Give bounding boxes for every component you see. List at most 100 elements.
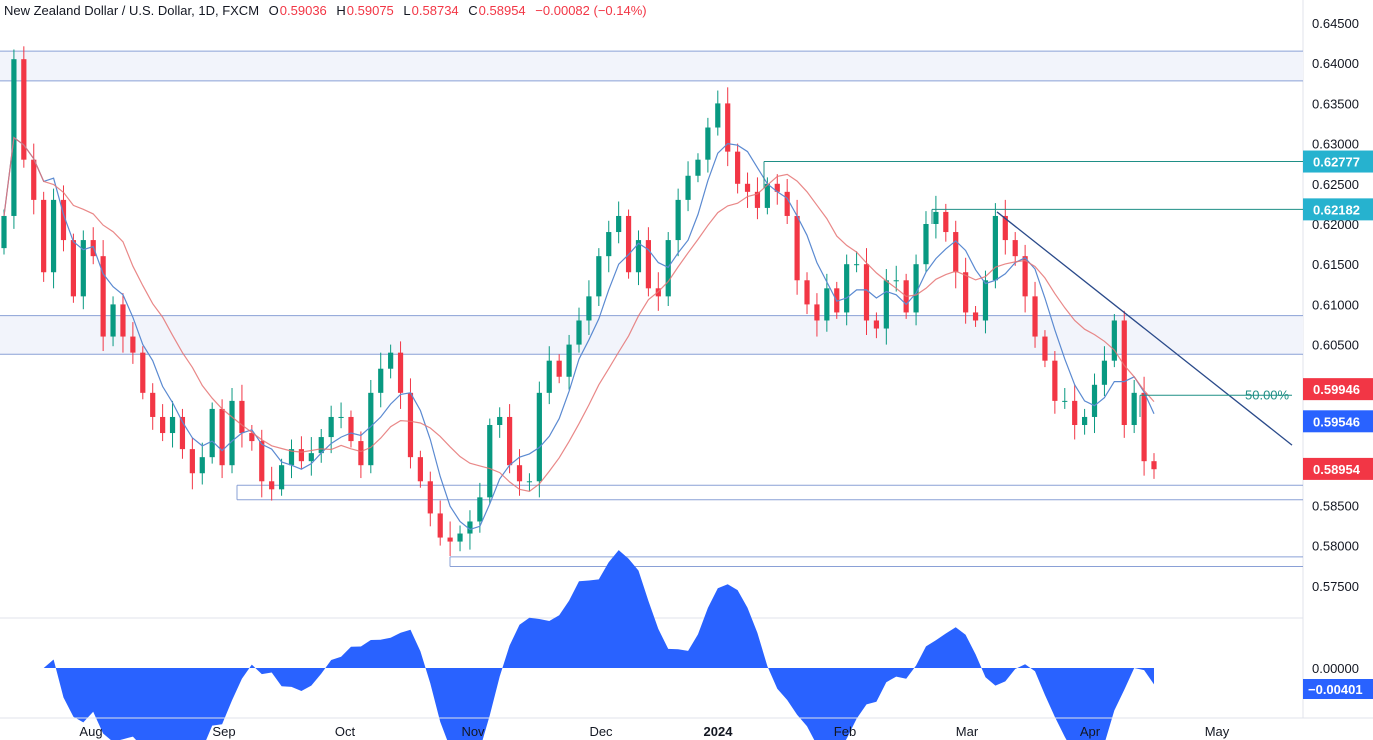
open-label: O bbox=[268, 3, 279, 18]
candle-up bbox=[616, 215, 622, 233]
price-tag-label: 0.59946 bbox=[1313, 382, 1360, 397]
price-tag: 0.59546 bbox=[1303, 410, 1373, 433]
candle-down bbox=[100, 256, 106, 337]
oscillator-tag: −0.00401 bbox=[1303, 679, 1373, 699]
candle-up bbox=[338, 416, 344, 418]
candle-up bbox=[526, 481, 533, 483]
candle-up bbox=[665, 240, 671, 297]
candle-down bbox=[1032, 296, 1038, 337]
price-tag-bg bbox=[1303, 150, 1373, 173]
candle-down bbox=[873, 320, 880, 329]
oscillator-tag-label: −0.00401 bbox=[1308, 682, 1363, 697]
candle-up bbox=[695, 159, 701, 176]
candle-up bbox=[1101, 360, 1108, 385]
close-label: C bbox=[468, 3, 478, 18]
candle-down bbox=[130, 336, 136, 353]
candle-down bbox=[814, 304, 820, 321]
candle-down bbox=[1151, 461, 1157, 470]
oscillator-zero-tick: 0.00000 bbox=[1312, 661, 1359, 676]
candle-up bbox=[586, 296, 592, 321]
resistance-zone bbox=[0, 51, 1303, 81]
symbol-title: New Zealand Dollar / U.S. Dollar, 1D, FX… bbox=[4, 3, 260, 18]
candle-down bbox=[259, 441, 265, 482]
candle-down bbox=[437, 513, 443, 538]
candle-up bbox=[477, 497, 483, 522]
candle-up bbox=[576, 320, 582, 345]
candle-down bbox=[953, 232, 959, 273]
price-tag-label: 0.62182 bbox=[1313, 202, 1360, 217]
candle-up bbox=[844, 264, 850, 313]
price-tag: 0.62182 bbox=[1303, 198, 1373, 221]
time-tick-label: Sep bbox=[212, 724, 235, 739]
candle-down bbox=[249, 433, 255, 442]
candle-down bbox=[447, 537, 453, 542]
candle-up bbox=[913, 264, 919, 313]
candle-down bbox=[407, 392, 414, 458]
candle-down bbox=[774, 183, 780, 192]
candle-up bbox=[705, 127, 711, 160]
price-tick-label: 0.61500 bbox=[1312, 257, 1359, 272]
high-value: 0.59075 bbox=[346, 3, 394, 18]
candle-up bbox=[675, 199, 681, 241]
candle-up bbox=[1111, 320, 1117, 361]
candle-up bbox=[596, 256, 602, 297]
candle-down bbox=[397, 352, 404, 393]
mid-zone bbox=[0, 315, 1303, 355]
candle-up bbox=[278, 465, 285, 490]
candle-up bbox=[308, 453, 314, 462]
candle-up bbox=[378, 368, 384, 393]
candle-down bbox=[754, 191, 761, 208]
close-value: 0.58954 bbox=[478, 3, 526, 18]
candle-down bbox=[60, 199, 67, 241]
time-tick-label: Dec bbox=[589, 724, 613, 739]
candle-down bbox=[1072, 400, 1078, 425]
open-value: 0.59036 bbox=[279, 3, 327, 18]
candle-down bbox=[725, 103, 731, 152]
candle-down bbox=[1022, 256, 1028, 297]
candle-down bbox=[516, 465, 523, 482]
time-tick-label: Nov bbox=[461, 724, 485, 739]
candle-down bbox=[963, 272, 969, 313]
candle-up bbox=[229, 400, 235, 466]
candle-up bbox=[853, 264, 860, 266]
time-tick-label: 2024 bbox=[704, 724, 734, 739]
time-tick-label: Oct bbox=[335, 724, 356, 739]
price-tag-label: 0.62777 bbox=[1313, 155, 1360, 170]
candle-down bbox=[784, 191, 790, 216]
candle-down bbox=[625, 215, 632, 273]
candle-up bbox=[368, 392, 374, 466]
price-tick-label: 0.62500 bbox=[1312, 177, 1359, 192]
candle-down bbox=[863, 264, 870, 321]
candle-up bbox=[1062, 400, 1068, 402]
price-tag: 0.62777 bbox=[1303, 150, 1373, 173]
price-tick-label: 0.63500 bbox=[1312, 96, 1359, 111]
price-tag: 0.59946 bbox=[1303, 378, 1373, 401]
candle-down bbox=[120, 304, 126, 337]
candle-up bbox=[199, 457, 205, 474]
oscillator-tag-bg bbox=[1303, 679, 1373, 699]
candle-down bbox=[70, 240, 76, 297]
candle-down bbox=[744, 183, 751, 192]
price-tick-label: 0.64000 bbox=[1312, 56, 1359, 71]
candle-up bbox=[328, 416, 334, 438]
candle-up bbox=[566, 344, 572, 377]
price-tag-bg bbox=[1303, 457, 1373, 480]
candle-down bbox=[298, 449, 305, 462]
candle-up bbox=[288, 449, 295, 466]
candle-up bbox=[1, 215, 7, 249]
candle-down bbox=[1121, 320, 1127, 425]
time-tick-label: Feb bbox=[834, 724, 856, 739]
candle-down bbox=[943, 211, 949, 233]
price-tick-label: 0.60500 bbox=[1312, 338, 1359, 353]
candle-down bbox=[348, 416, 354, 442]
candle-down bbox=[1012, 240, 1018, 257]
candle-down bbox=[31, 159, 37, 200]
price-tag-bg bbox=[1303, 410, 1373, 433]
candle-up bbox=[80, 240, 86, 297]
candle-down bbox=[41, 199, 47, 273]
candle-up bbox=[169, 416, 176, 434]
candle-down bbox=[1141, 392, 1147, 462]
candle-up bbox=[923, 224, 929, 265]
candle-up bbox=[50, 199, 57, 273]
